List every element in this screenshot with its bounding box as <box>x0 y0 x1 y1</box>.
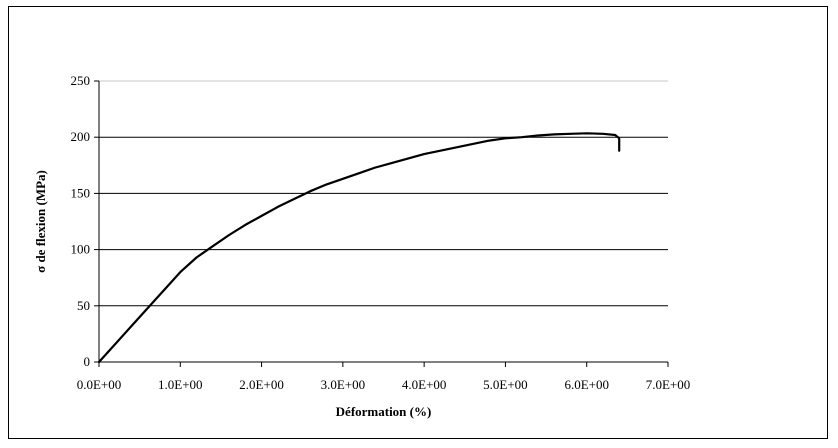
y-tick-label: 150 <box>71 185 91 200</box>
series-line <box>97 132 621 364</box>
x-tick-label: 3.0E+00 <box>321 377 366 392</box>
y-tick-label: 100 <box>71 242 91 257</box>
x-tick-label: 6.0E+00 <box>564 377 609 392</box>
x-tick-label: 7.0E+00 <box>646 377 691 392</box>
chart-svg: 0 50 100 150 200 250 0.0E+00 1.0E+00 2.0E+00 3.0E… <box>33 73 691 419</box>
chart-area: 0 50 100 150 200 250 0.0E+00 1.0E+00 2.0E+00 3.0E… <box>8 6 828 439</box>
x-tick-label: 0.0E+00 <box>77 377 122 392</box>
y-tick-label: 250 <box>71 73 91 88</box>
x-tick-label: 1.0E+00 <box>158 377 203 392</box>
x-axis-title: Déformation (%) <box>336 404 432 419</box>
y-axis-title: σ de flexion (MPa) <box>33 170 48 273</box>
y-tick-label: 200 <box>71 129 91 144</box>
x-tick-label: 4.0E+00 <box>402 377 447 392</box>
axes <box>98 81 668 363</box>
gridlines <box>99 80 668 307</box>
series <box>97 132 621 364</box>
y-tick-label: 50 <box>77 298 90 313</box>
x-tick-label: 2.0E+00 <box>239 377 284 392</box>
ticks: 0 50 100 150 200 250 0.0E+00 1.0E+00 2.0E+00 3.0E… <box>71 73 691 392</box>
x-tick-label: 5.0E+00 <box>483 377 528 392</box>
y-tick-label: 0 <box>84 354 91 369</box>
